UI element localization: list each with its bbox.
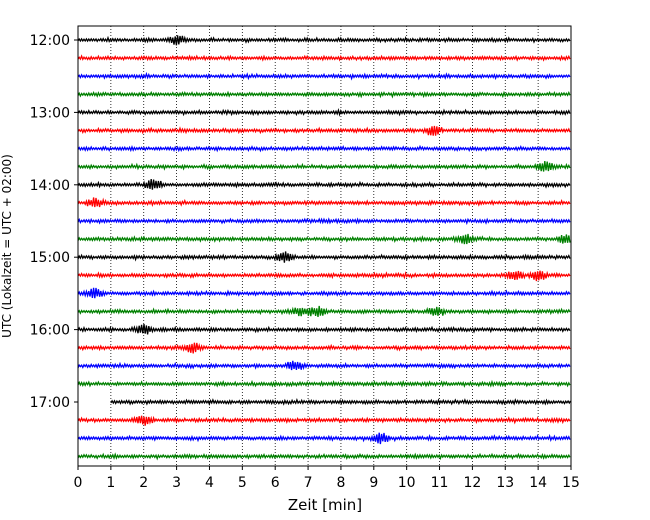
grid-lines — [110, 26, 539, 466]
x-tick-label: 7 — [304, 475, 313, 491]
trace-line — [77, 415, 571, 426]
trace-lines — [77, 35, 572, 461]
trace-line — [77, 35, 571, 46]
x-axis-label: Zeit [min] — [288, 496, 362, 514]
x-tick-label: 1 — [106, 475, 115, 491]
trace-line — [77, 432, 571, 445]
trace-line — [77, 90, 571, 99]
trace-line — [77, 197, 571, 208]
x-tick-label: 10 — [398, 475, 416, 491]
plot-frame — [77, 25, 572, 467]
x-tick-label: 9 — [369, 475, 378, 491]
trace-line — [77, 324, 571, 335]
trace-line — [77, 179, 571, 190]
trace-line — [110, 398, 572, 406]
trace-line — [77, 360, 571, 371]
y-axis-label: UTC (Lokalzeit = UTC + 02:00) — [0, 154, 14, 338]
trace-line — [77, 107, 571, 117]
x-tick-label: 4 — [205, 475, 214, 491]
trace-line — [77, 305, 571, 317]
trace-line — [77, 342, 571, 354]
y-tick-label: 16:00 — [30, 323, 70, 339]
x-tick-label: 5 — [238, 475, 247, 491]
x-tick-label: 11 — [431, 475, 449, 491]
axis-ticks: 0 1 2 3 4 5 6 7 8 9 10 11 12 13 14 1512:0013:0014:0015:… — [30, 33, 580, 491]
x-tick-label: 13 — [496, 475, 514, 491]
x-tick-label: 14 — [529, 475, 547, 491]
x-tick-label: 8 — [336, 475, 345, 491]
trace-line — [77, 251, 571, 263]
y-tick-label: 14:00 — [30, 178, 70, 194]
x-tick-label: 0 — [74, 475, 83, 491]
x-tick-label: 6 — [271, 475, 280, 491]
y-tick-label: 15:00 — [30, 250, 70, 266]
trace-line — [77, 144, 571, 153]
trace-line — [77, 379, 571, 388]
x-tick-label: 2 — [139, 475, 148, 491]
trace-line — [77, 217, 571, 226]
x-tick-label: 3 — [172, 475, 181, 491]
trace-line — [77, 161, 571, 172]
x-tick-label: 15 — [562, 475, 580, 491]
trace-line — [77, 270, 571, 282]
x-tick-label: 12 — [463, 475, 481, 491]
trace-line — [77, 287, 571, 299]
trace-line — [77, 71, 571, 81]
y-tick-label: 12:00 — [30, 33, 70, 49]
trace-line — [77, 233, 571, 245]
trace-line — [77, 125, 571, 136]
trace-line — [77, 54, 571, 62]
y-tick-label: 17:00 — [30, 395, 70, 411]
trace-line — [77, 452, 571, 461]
y-tick-label: 13:00 — [30, 105, 70, 121]
